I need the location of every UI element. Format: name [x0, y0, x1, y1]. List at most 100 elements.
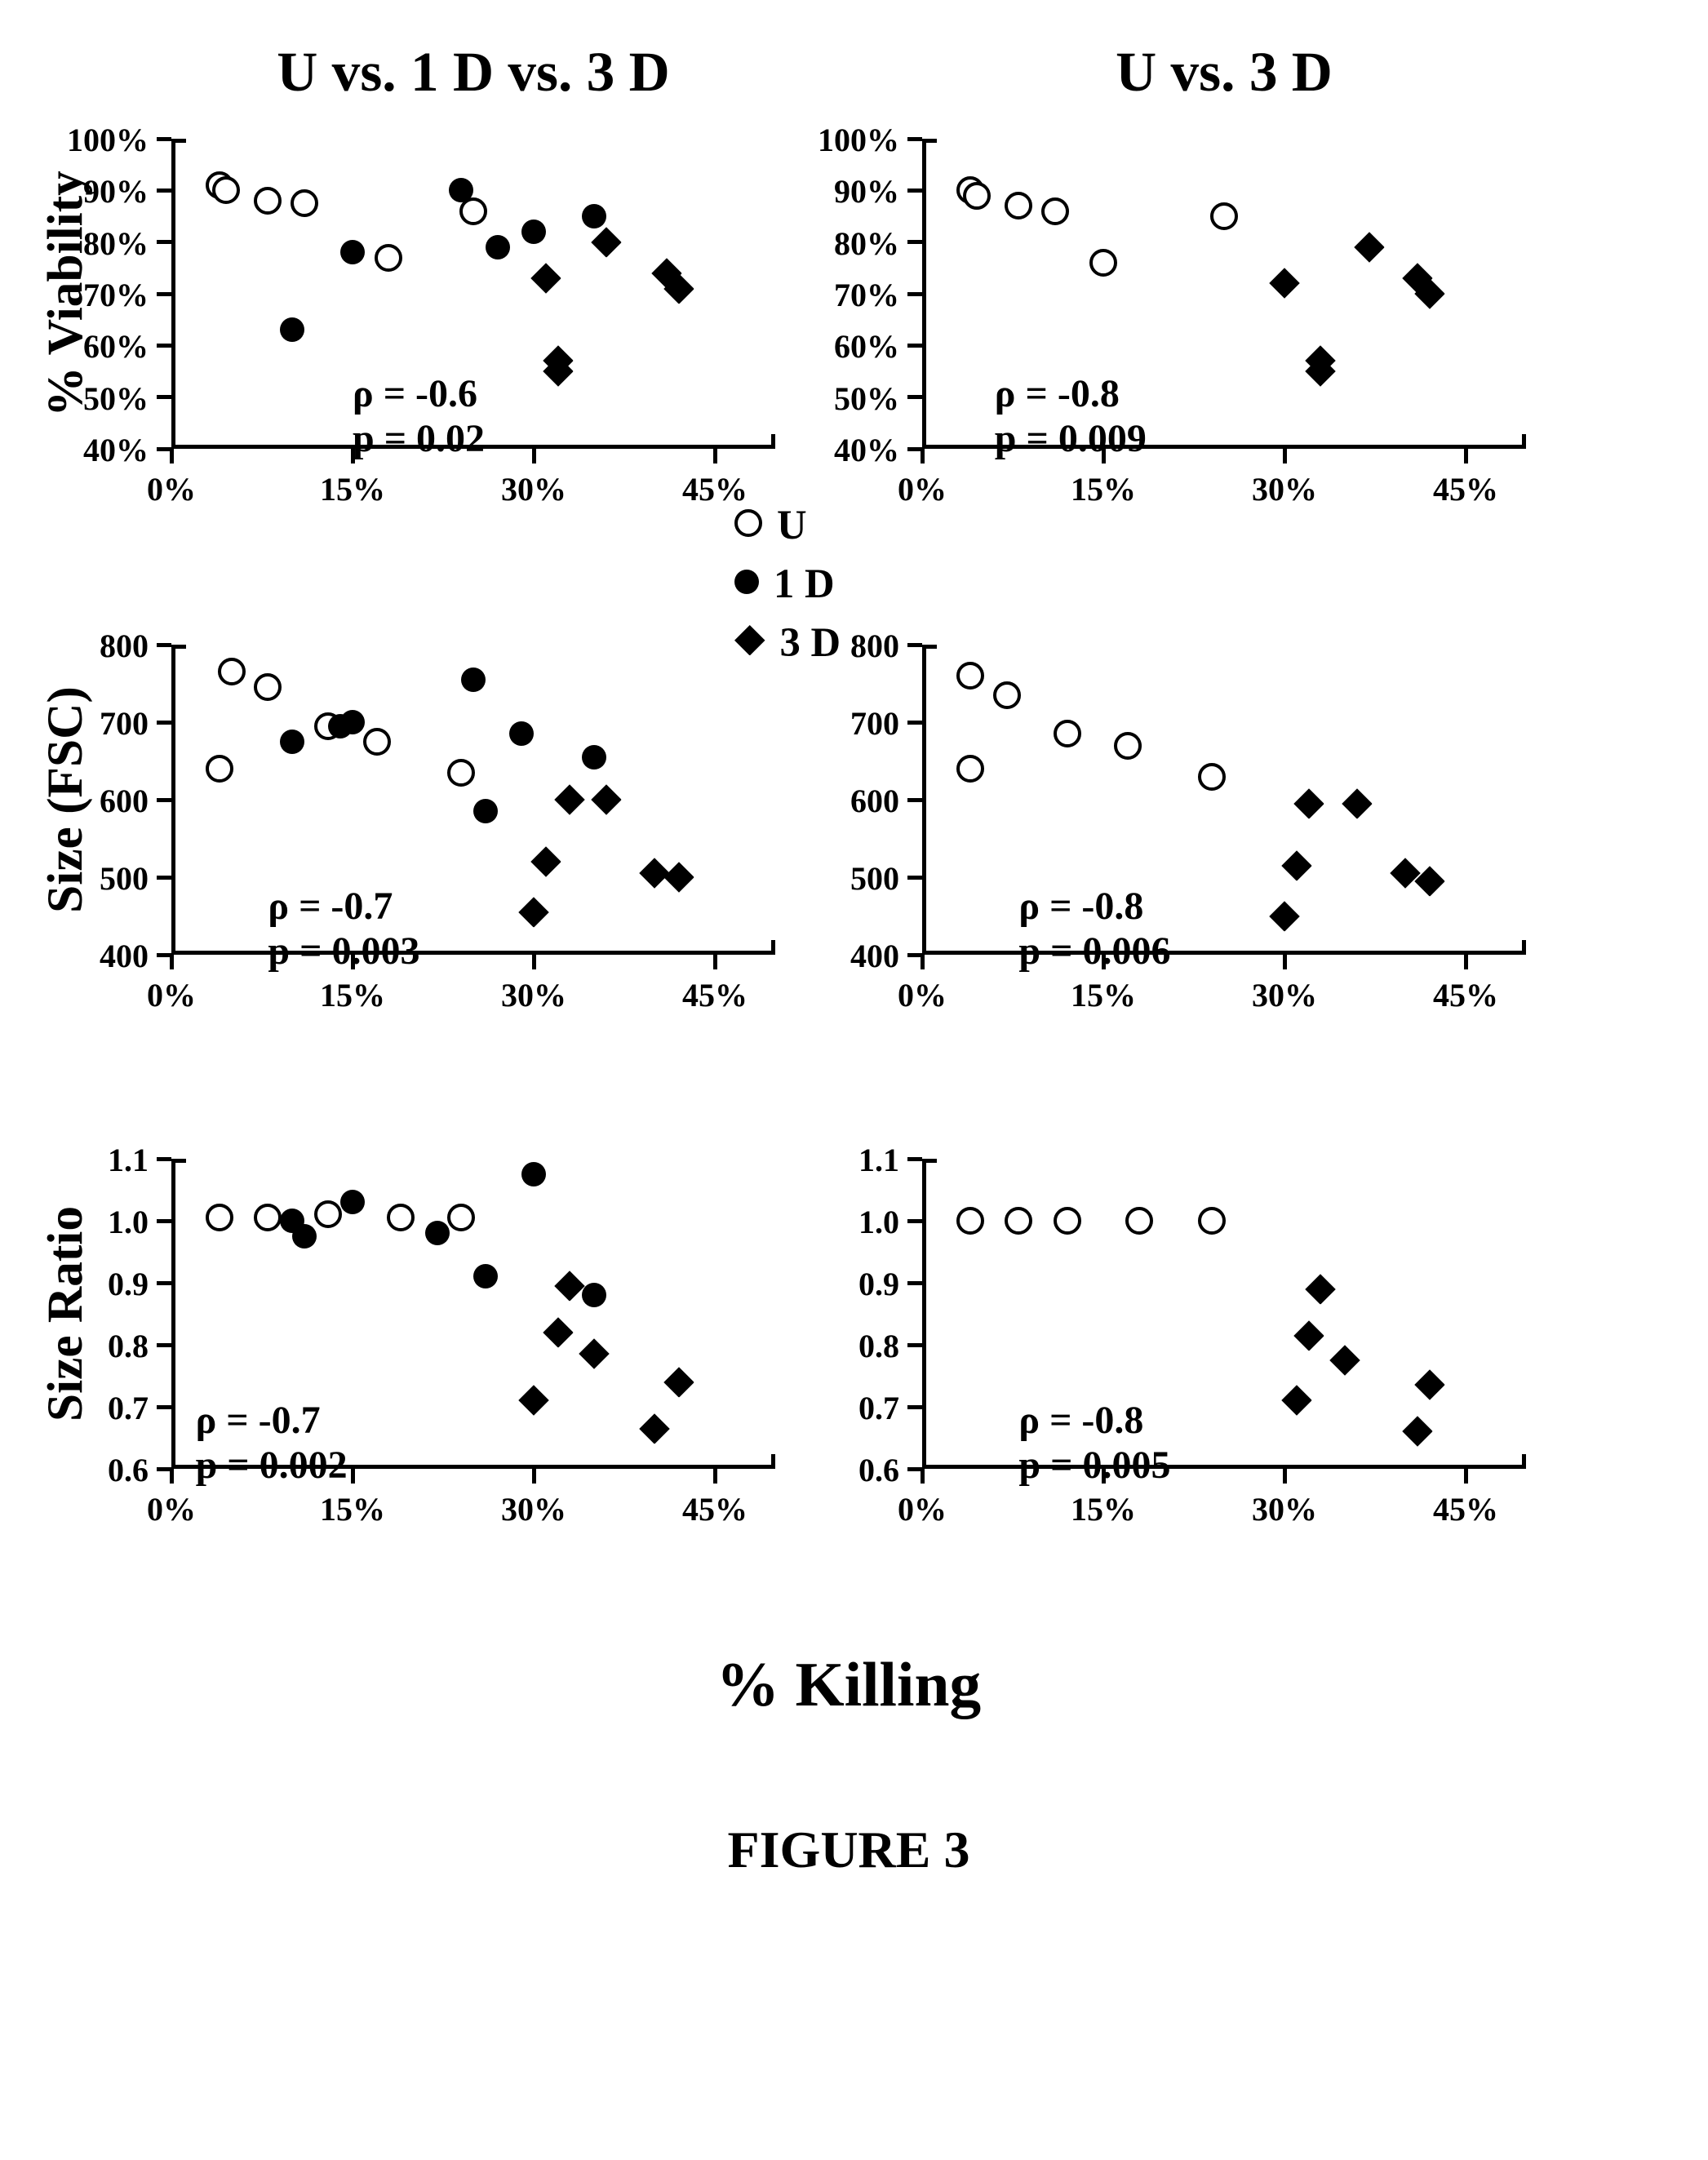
- x-tick-label: 15%: [295, 1490, 410, 1528]
- y-axis-title: Size (FSC): [37, 645, 95, 955]
- y-tick-label: 50%: [769, 379, 899, 418]
- y-tick: [907, 1157, 922, 1161]
- scatter-panel: 40%50%60%70%80%90%100%0%15%30%45%ρ = -0.…: [171, 139, 775, 449]
- stats-box: ρ = -0.8p = 0.009: [995, 371, 1147, 461]
- data-point-filled-circle: [449, 178, 473, 202]
- x-tick-label: 15%: [295, 470, 410, 508]
- stat-rho: ρ = -0.8: [1018, 1398, 1170, 1443]
- x-tick: [532, 1469, 536, 1484]
- legend-label: 1 D: [774, 560, 835, 607]
- x-tick: [1464, 449, 1468, 463]
- y-axis-line: [171, 1159, 175, 1469]
- x-tick-label: 30%: [477, 976, 591, 1014]
- x-axis-line: [922, 951, 1526, 955]
- x-tick-label: 0%: [114, 470, 228, 508]
- x-axis-title: % Killing: [522, 1648, 1175, 1721]
- data-point-diamond: [518, 897, 549, 928]
- data-point-diamond: [530, 263, 561, 294]
- x-tick-label: 0%: [865, 1490, 979, 1528]
- x-tick: [351, 1469, 355, 1484]
- y-tick-label: 0.7: [769, 1389, 899, 1427]
- data-point-diamond: [1414, 866, 1445, 897]
- data-point-filled-circle: [340, 240, 365, 264]
- data-point-diamond: [591, 784, 622, 815]
- x-tick: [713, 1469, 717, 1484]
- data-point-diamond: [518, 1386, 549, 1417]
- x-tick: [921, 955, 925, 969]
- x-tick-label: 0%: [114, 1490, 228, 1528]
- x-tick: [1283, 1469, 1287, 1484]
- y-tick-label: 70%: [769, 276, 899, 314]
- data-point-diamond: [1269, 901, 1300, 932]
- x-tick-label: 30%: [1227, 470, 1342, 508]
- data-point-filled-circle: [280, 317, 304, 342]
- stat-rho: ρ = -0.7: [196, 1398, 348, 1443]
- scatter-panel: 0.60.70.80.91.01.10%15%30%45%ρ = -0.7p =…: [171, 1159, 775, 1469]
- y-axis-line: [171, 645, 175, 955]
- data-point-filled-circle: [582, 204, 606, 228]
- data-point-filled-circle: [280, 730, 304, 754]
- data-point-filled-circle: [461, 668, 486, 692]
- data-point-filled-circle: [486, 235, 510, 259]
- y-tick-label: 80%: [769, 224, 899, 263]
- y-tick: [157, 344, 171, 348]
- data-point-open-circle: [993, 681, 1021, 709]
- y-tick: [907, 395, 922, 399]
- data-point-open-circle: [447, 759, 475, 787]
- x-axis-line: [171, 951, 775, 955]
- data-point-open-circle: [1198, 1207, 1226, 1235]
- y-tick: [157, 240, 171, 244]
- data-point-filled-circle: [582, 1283, 606, 1307]
- stats-box: ρ = -0.8p = 0.006: [1018, 884, 1170, 974]
- y-tick-label: 40%: [769, 431, 899, 469]
- x-tick: [921, 449, 925, 463]
- open-circle-icon: [734, 509, 762, 541]
- legend: U 1 D 3 D: [734, 499, 841, 676]
- data-point-filled-circle: [473, 1264, 498, 1288]
- legend-item: 3 D: [734, 617, 841, 668]
- data-point-open-circle: [206, 1204, 233, 1231]
- scatter-panel: 4005006007008000%15%30%45%ρ = -0.8p = 0.…: [922, 645, 1526, 955]
- data-point-diamond: [1281, 1386, 1312, 1417]
- y-tick-label: 100%: [769, 121, 899, 159]
- y-tick: [157, 1219, 171, 1223]
- data-point-open-circle: [254, 1204, 282, 1231]
- stat-p: p = 0.006: [1018, 929, 1170, 974]
- data-point-open-circle: [956, 1207, 984, 1235]
- data-point-filled-circle: [473, 799, 498, 823]
- y-axis-line: [171, 139, 175, 449]
- y-tick: [157, 395, 171, 399]
- x-tick: [170, 1469, 174, 1484]
- stat-p: p = 0.002: [196, 1443, 348, 1488]
- data-point-diamond: [555, 1271, 586, 1302]
- data-point-diamond: [543, 356, 574, 387]
- x-tick: [170, 449, 174, 463]
- column-title-left: U vs. 1 D vs. 3 D: [0, 39, 947, 104]
- y-tick: [907, 240, 922, 244]
- x-tick-label: 45%: [658, 976, 772, 1014]
- legend-item: U: [734, 499, 841, 550]
- data-point-filled-circle: [509, 721, 534, 746]
- data-point-open-circle: [1005, 1207, 1032, 1235]
- y-tick: [907, 1343, 922, 1347]
- y-tick: [907, 643, 922, 647]
- data-point-diamond: [1329, 1345, 1360, 1376]
- data-point-open-circle: [206, 755, 233, 783]
- x-tick: [532, 955, 536, 969]
- y-tick: [157, 876, 171, 880]
- x-tick-label: 0%: [114, 976, 228, 1014]
- data-point-filled-circle: [340, 710, 365, 734]
- x-tick-label: 45%: [1409, 1490, 1523, 1528]
- data-point-open-circle: [1125, 1207, 1153, 1235]
- filled-circle-icon: [734, 570, 759, 598]
- x-tick: [1464, 955, 1468, 969]
- y-tick: [157, 1343, 171, 1347]
- y-tick-label: 600: [769, 782, 899, 820]
- scatter-panel: 4005006007008000%15%30%45%ρ = -0.7p = 0.…: [171, 645, 775, 955]
- y-tick-label: 0.9: [769, 1265, 899, 1303]
- y-axis-line: [922, 1159, 926, 1469]
- x-tick: [1283, 449, 1287, 463]
- y-tick: [907, 1405, 922, 1409]
- data-point-open-circle: [1114, 732, 1142, 760]
- data-point-diamond: [579, 1339, 610, 1370]
